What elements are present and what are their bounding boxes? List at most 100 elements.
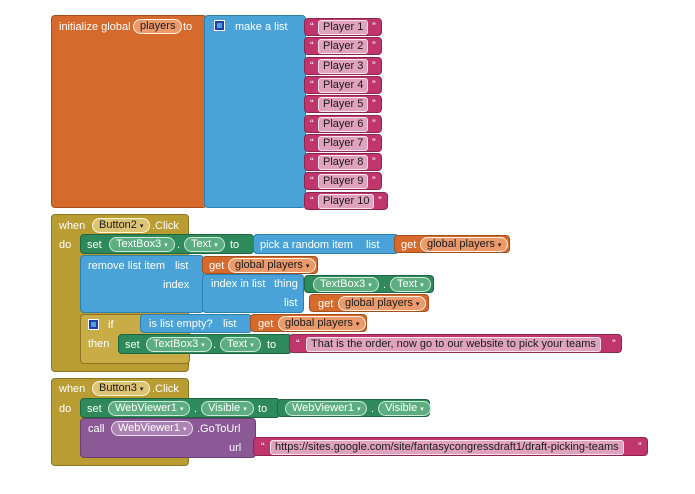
- player-string-field[interactable]: Player 3: [318, 58, 369, 74]
- textbox3-dropdown[interactable]: TextBox3 ▾: [109, 237, 175, 252]
- open-quote-icon: “: [310, 117, 314, 130]
- if-label: if: [108, 319, 114, 331]
- message-string-field[interactable]: That is the order, now go to our website…: [306, 337, 601, 352]
- open-quote-icon: “: [310, 194, 314, 207]
- get-label: get: [401, 239, 417, 251]
- text-property-dropdown[interactable]: Text ▾: [220, 337, 261, 352]
- is-list-empty-block[interactable]: is list empty? list: [140, 314, 252, 333]
- close-quote-icon: ”: [372, 98, 376, 111]
- do-label: do: [59, 403, 72, 415]
- player-string-field[interactable]: Player 5: [318, 97, 369, 113]
- button3-dropdown[interactable]: Button3 ▾: [92, 381, 151, 396]
- player-string-block[interactable]: “ Player 4”: [304, 75, 382, 94]
- player-string-field[interactable]: Player 9: [318, 174, 369, 190]
- visible-property-name: Visible: [208, 402, 241, 414]
- set-textbox3-text-block[interactable]: set TextBox3 ▾ . Text ▾ to: [80, 234, 254, 254]
- global-players-dropdown[interactable]: global players ▾: [420, 237, 509, 252]
- webviewer1-dropdown[interactable]: WebViewer1 ▾: [111, 421, 194, 436]
- global-players-dropdown[interactable]: global players ▾: [228, 258, 317, 273]
- set-label: set: [87, 239, 102, 251]
- player-string-field[interactable]: Player 10: [318, 193, 375, 209]
- close-quote-icon: ”: [372, 156, 376, 169]
- message-text-block[interactable]: “ That is the order, now go to our websi…: [289, 334, 622, 353]
- url-text-block[interactable]: “ https://sites.google.com/site/fantasyc…: [253, 437, 648, 456]
- set-label: set: [87, 403, 102, 415]
- player-string-block[interactable]: “ Player 2”: [304, 37, 382, 56]
- to-label: to: [230, 239, 240, 251]
- dropdown-arrow-icon: ▾: [164, 242, 168, 249]
- webviewer1-name: WebViewer1: [115, 402, 177, 414]
- dropdown-arrow-icon: ▾: [356, 406, 361, 413]
- mutator-gear-icon[interactable]: [214, 20, 225, 31]
- get-global-players-block-3[interactable]: get global players ▾: [309, 294, 429, 312]
- list-label: list: [223, 318, 237, 330]
- thing-label: thing: [274, 278, 298, 290]
- global-players-dropdown[interactable]: global players ▾: [278, 316, 367, 331]
- textbox3-text-getter-block[interactable]: TextBox3 ▾ . Text ▾: [304, 275, 434, 293]
- visible-property-dropdown[interactable]: Visible ▾: [378, 401, 431, 416]
- call-label: call: [88, 423, 105, 435]
- set-webviewer1-visible-block[interactable]: set WebViewer1 ▾ . Visible ▾ to: [80, 398, 280, 418]
- player-string-field[interactable]: Player 4: [318, 77, 369, 93]
- pick-random-item-label: pick a random item: [260, 239, 353, 251]
- player-string-field[interactable]: Player 6: [318, 116, 369, 132]
- webviewer1-visible-getter-block[interactable]: WebViewer1 ▾ . Visible ▾: [277, 399, 431, 417]
- visible-property-dropdown[interactable]: Visible ▾: [201, 401, 254, 416]
- mutator-gear-icon[interactable]: [88, 319, 99, 330]
- global-var-name-field[interactable]: players: [133, 19, 183, 34]
- button2-dropdown[interactable]: Button2 ▾: [92, 218, 151, 233]
- open-quote-icon: “: [310, 136, 314, 149]
- text-property-dropdown[interactable]: Text ▾: [184, 237, 225, 252]
- pick-random-item-block[interactable]: pick a random item list: [253, 234, 399, 254]
- get-global-players-block-2[interactable]: get global players ▾: [202, 256, 318, 274]
- get-label: get: [318, 298, 334, 310]
- call-webviewer1-gotourl-block[interactable]: call WebViewer1 ▾ .GoToUrl url: [80, 418, 256, 458]
- open-quote-icon: “: [310, 40, 314, 53]
- textbox3-name: TextBox3: [320, 278, 366, 290]
- dropdown-arrow-icon: ▾: [415, 301, 420, 308]
- when-label: when: [59, 220, 86, 232]
- global-players-dropdown[interactable]: global players ▾: [338, 296, 427, 311]
- remove-list-item-block[interactable]: remove list item list index: [80, 255, 204, 313]
- dropdown-arrow-icon: ▾: [201, 342, 205, 349]
- close-quote-icon: ”: [378, 194, 382, 207]
- player-string-block[interactable]: “ Player 6”: [304, 114, 382, 133]
- global-players-name: global players: [427, 238, 495, 250]
- index-label: index: [163, 279, 190, 291]
- global-players-name: global players: [285, 317, 353, 329]
- close-quote-icon: ”: [372, 78, 376, 91]
- player-string-block[interactable]: “ Player 1”: [304, 18, 382, 36]
- get-global-players-block-1[interactable]: get global players ▾: [394, 235, 510, 253]
- player-string-field[interactable]: Player 2: [318, 39, 369, 55]
- button2-name: Button2: [99, 219, 137, 231]
- text-property-dropdown[interactable]: Text ▾: [390, 277, 431, 292]
- textbox3-dropdown[interactable]: TextBox3 ▾: [313, 277, 379, 292]
- gotourl-method-label: .GoToUrl: [197, 423, 241, 435]
- get-global-players-block-4[interactable]: get global players ▾: [250, 314, 367, 332]
- click-event-label: .Click: [152, 220, 179, 232]
- player-string-field[interactable]: Player 8: [318, 155, 369, 171]
- textbox3-dropdown[interactable]: TextBox3 ▾: [146, 337, 212, 352]
- index-in-list-block[interactable]: index in list thing list: [202, 274, 304, 313]
- list-label: list: [175, 260, 189, 272]
- player-string-field[interactable]: Player 1: [318, 20, 369, 35]
- close-quote-icon: ”: [372, 175, 376, 188]
- player-string-block[interactable]: “ Player 3”: [304, 56, 382, 75]
- set-textbox3-text-block-2[interactable]: set TextBox3 ▾ . Text ▾ to: [118, 334, 292, 354]
- webviewer1-dropdown[interactable]: WebViewer1 ▾: [108, 401, 191, 416]
- close-quote-icon: ”: [612, 338, 616, 350]
- player-string-block[interactable]: “ Player 5”: [304, 95, 382, 114]
- player-string-field[interactable]: Player 7: [318, 135, 369, 151]
- make-a-list-block[interactable]: make a list: [204, 15, 306, 208]
- button3-name: Button3: [99, 382, 137, 394]
- is-list-empty-label: is list empty?: [149, 318, 213, 330]
- dropdown-arrow-icon: ▾: [214, 242, 218, 249]
- url-string-field[interactable]: https://sites.google.com/site/fantasycon…: [270, 440, 624, 455]
- webviewer1-name: WebViewer1: [292, 402, 354, 414]
- player-string-block[interactable]: “ Player 9”: [304, 172, 382, 191]
- webviewer1-dropdown[interactable]: WebViewer1 ▾: [285, 401, 368, 416]
- player-string-block[interactable]: “ Player 7”: [304, 133, 382, 152]
- initialize-global-block[interactable]: initialize global players to: [51, 15, 207, 208]
- player-string-block[interactable]: “ Player 10”: [304, 191, 388, 210]
- player-string-block[interactable]: “ Player 8”: [304, 153, 382, 172]
